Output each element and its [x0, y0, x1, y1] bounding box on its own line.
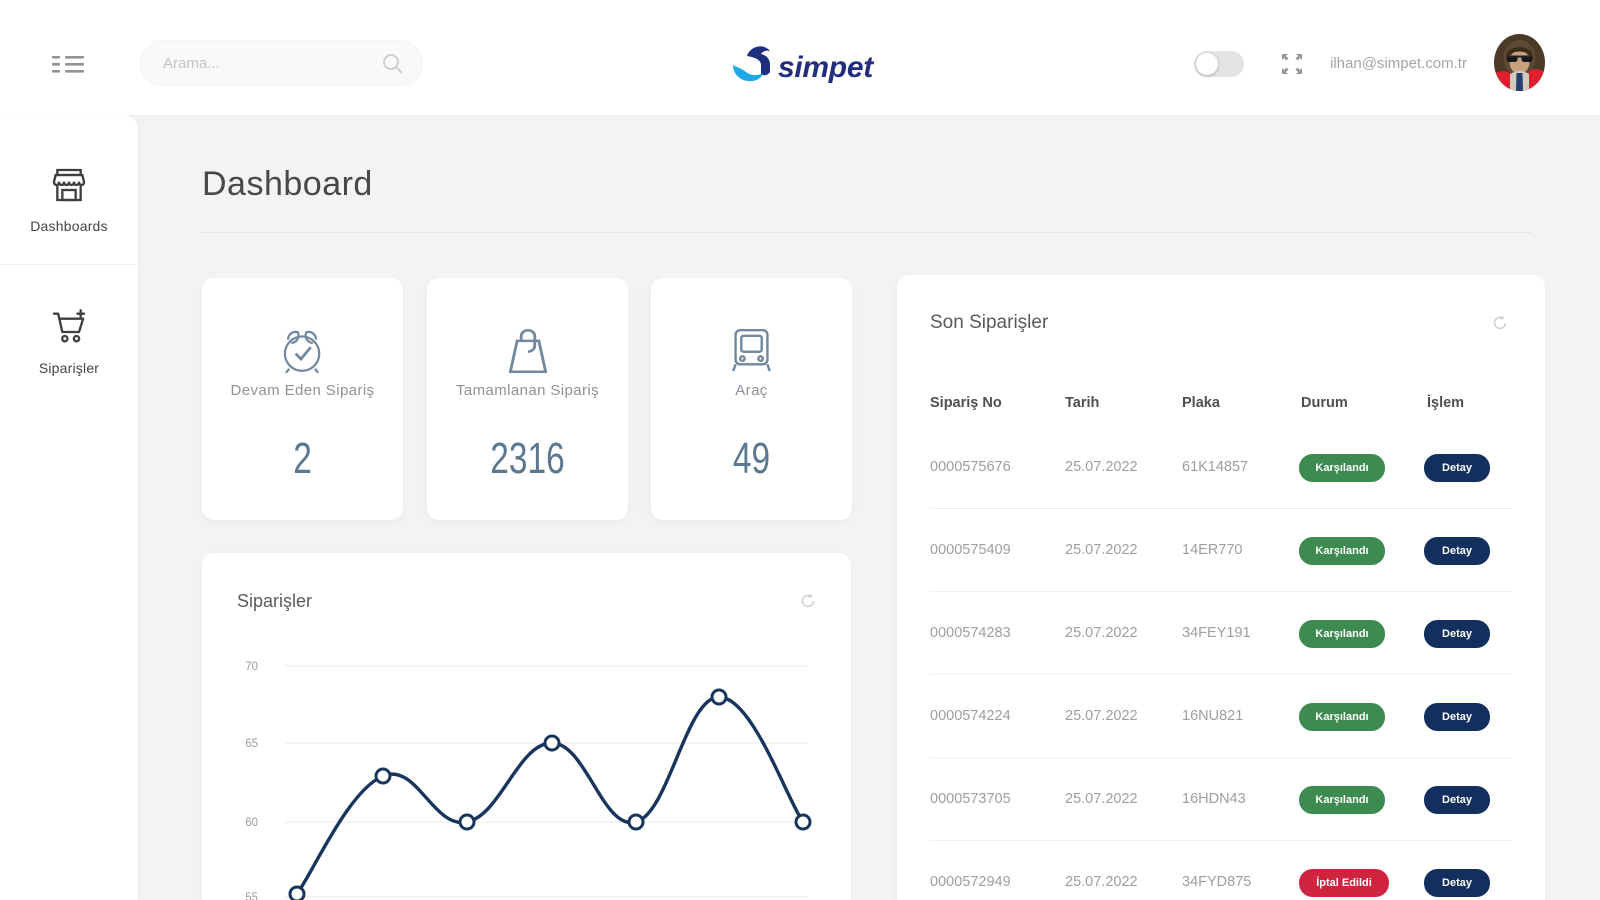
svg-text:70: 70 [245, 661, 258, 673]
svg-text:simpet: simpet [778, 51, 875, 84]
svg-text:65: 65 [245, 738, 258, 750]
svg-text:60: 60 [245, 817, 258, 829]
svg-text:55: 55 [245, 892, 258, 900]
